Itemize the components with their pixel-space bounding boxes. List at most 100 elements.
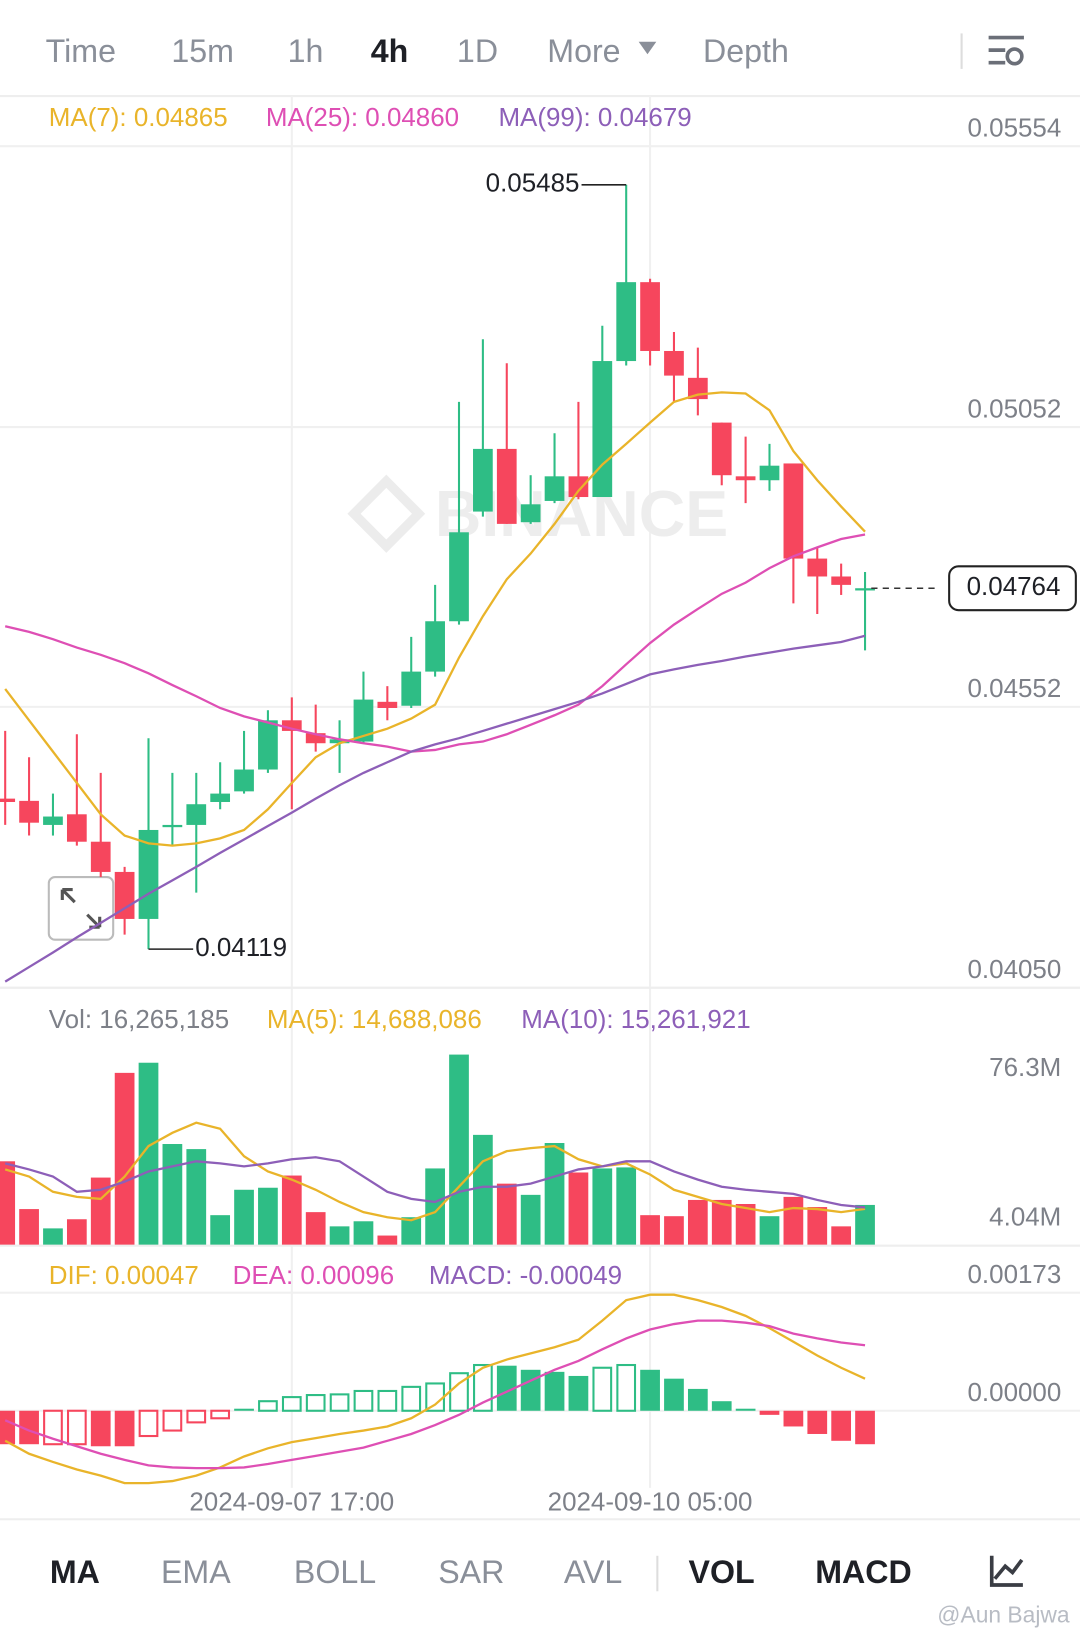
candle-body xyxy=(759,465,780,481)
bar xyxy=(664,1216,684,1246)
candle-body xyxy=(377,701,398,708)
candle-body xyxy=(735,476,756,481)
timeframe-tab[interactable]: 4h xyxy=(371,33,409,69)
indicator-tab[interactable]: MA xyxy=(50,1554,100,1590)
legend-item: MA(99): 0.04679 xyxy=(498,102,691,132)
y-tick-label: 76.3M xyxy=(989,1052,1061,1082)
bar xyxy=(329,1226,350,1246)
x-tick-label: 2024-09-10 05:00 xyxy=(548,1486,753,1516)
legend-item: MA(25): 0.04860 xyxy=(266,102,459,132)
candle-body xyxy=(353,699,374,742)
bar xyxy=(711,1199,732,1246)
candle-body xyxy=(640,282,660,351)
watermark-logo xyxy=(347,474,426,553)
timeframe-tab[interactable]: 15m xyxy=(171,33,234,69)
bar xyxy=(138,1062,159,1246)
bar xyxy=(90,1410,111,1447)
timeframe-tab[interactable]: More xyxy=(547,33,620,69)
settings-icon[interactable] xyxy=(988,35,1024,66)
indicator-tab[interactable]: MACD xyxy=(815,1554,912,1590)
indicator-tab[interactable]: EMA xyxy=(161,1554,231,1590)
candle-body xyxy=(568,476,589,498)
extreme-label: 0.04119 xyxy=(195,932,287,962)
legend-item: Vol: 16,265,185 xyxy=(49,1004,229,1034)
bar xyxy=(0,1410,16,1445)
bar xyxy=(616,1363,637,1412)
bar xyxy=(496,1365,517,1411)
bar xyxy=(735,1203,756,1246)
indicator-tab[interactable]: VOL xyxy=(689,1554,755,1590)
bar xyxy=(473,1134,493,1246)
legend-item: DIF: 0.00047 xyxy=(49,1260,199,1290)
candle-body xyxy=(90,841,111,872)
timeframe-tab[interactable]: 1h xyxy=(288,33,324,69)
more-caret[interactable] xyxy=(638,41,657,55)
candle-body xyxy=(664,350,684,376)
legend-item: MA(10): 15,261,921 xyxy=(521,1004,750,1034)
bar xyxy=(66,1409,87,1446)
candle-body xyxy=(807,558,828,577)
candle-body xyxy=(544,476,565,501)
indicator-line xyxy=(4,1293,866,1485)
last-price-box xyxy=(948,565,1077,612)
timeframe-tab[interactable]: 1D xyxy=(457,33,498,69)
candle-body xyxy=(496,448,517,524)
y-tick-label: 0.05554 xyxy=(968,112,1062,142)
y-tick-label: 4.04M xyxy=(989,1202,1061,1232)
candle-body xyxy=(425,621,445,672)
bar xyxy=(711,1401,732,1411)
bar xyxy=(401,1385,422,1412)
bar xyxy=(43,1228,63,1246)
candle-body xyxy=(258,720,278,770)
bar xyxy=(329,1393,350,1412)
bar xyxy=(735,1408,756,1411)
bar xyxy=(66,1219,87,1246)
bar xyxy=(616,1167,637,1246)
candle-body xyxy=(592,361,613,498)
bar xyxy=(687,1199,708,1246)
candle-body xyxy=(162,824,183,828)
bar xyxy=(43,1409,63,1446)
last-price-label: 0.04764 xyxy=(967,571,1061,601)
bar xyxy=(831,1410,852,1441)
bar xyxy=(258,1400,278,1412)
bar xyxy=(544,1143,565,1246)
bar xyxy=(281,1175,302,1246)
bar xyxy=(210,1215,231,1246)
bar xyxy=(687,1388,708,1411)
candle-body xyxy=(616,282,637,362)
indicator-tab[interactable]: AVL xyxy=(564,1554,622,1590)
bar xyxy=(759,1410,780,1415)
bar xyxy=(592,1168,613,1246)
candle-body xyxy=(43,816,63,825)
bar xyxy=(234,1189,254,1246)
bar xyxy=(114,1410,135,1447)
candle-body xyxy=(19,800,39,823)
candle-body xyxy=(0,798,16,802)
indicator-line xyxy=(4,1156,866,1209)
bar xyxy=(234,1408,254,1411)
candle-body xyxy=(186,804,207,825)
y-tick-label: 0.05052 xyxy=(968,393,1062,423)
bar xyxy=(353,1389,374,1412)
candle-body xyxy=(329,739,350,744)
timeframe-tab[interactable]: Time xyxy=(46,33,116,69)
bar xyxy=(807,1207,828,1246)
indicator-tab[interactable]: SAR xyxy=(438,1554,504,1590)
credit: @Aun Bajwa xyxy=(937,1601,1070,1627)
chart-settings-icon[interactable] xyxy=(989,1555,1024,1587)
bar xyxy=(377,1389,398,1412)
candle-body xyxy=(711,422,732,476)
bar xyxy=(592,1366,613,1412)
y-tick-label: 0.00000 xyxy=(968,1377,1062,1407)
bar xyxy=(783,1410,804,1427)
candle-body xyxy=(210,793,231,802)
candle-body xyxy=(473,448,493,512)
candle-body xyxy=(831,576,852,585)
timeframe-tab[interactable]: Depth xyxy=(703,33,789,69)
candle-body xyxy=(449,532,469,622)
fullscreen-button[interactable] xyxy=(47,876,115,941)
bar xyxy=(281,1396,302,1412)
indicator-tab[interactable]: BOLL xyxy=(294,1554,376,1590)
